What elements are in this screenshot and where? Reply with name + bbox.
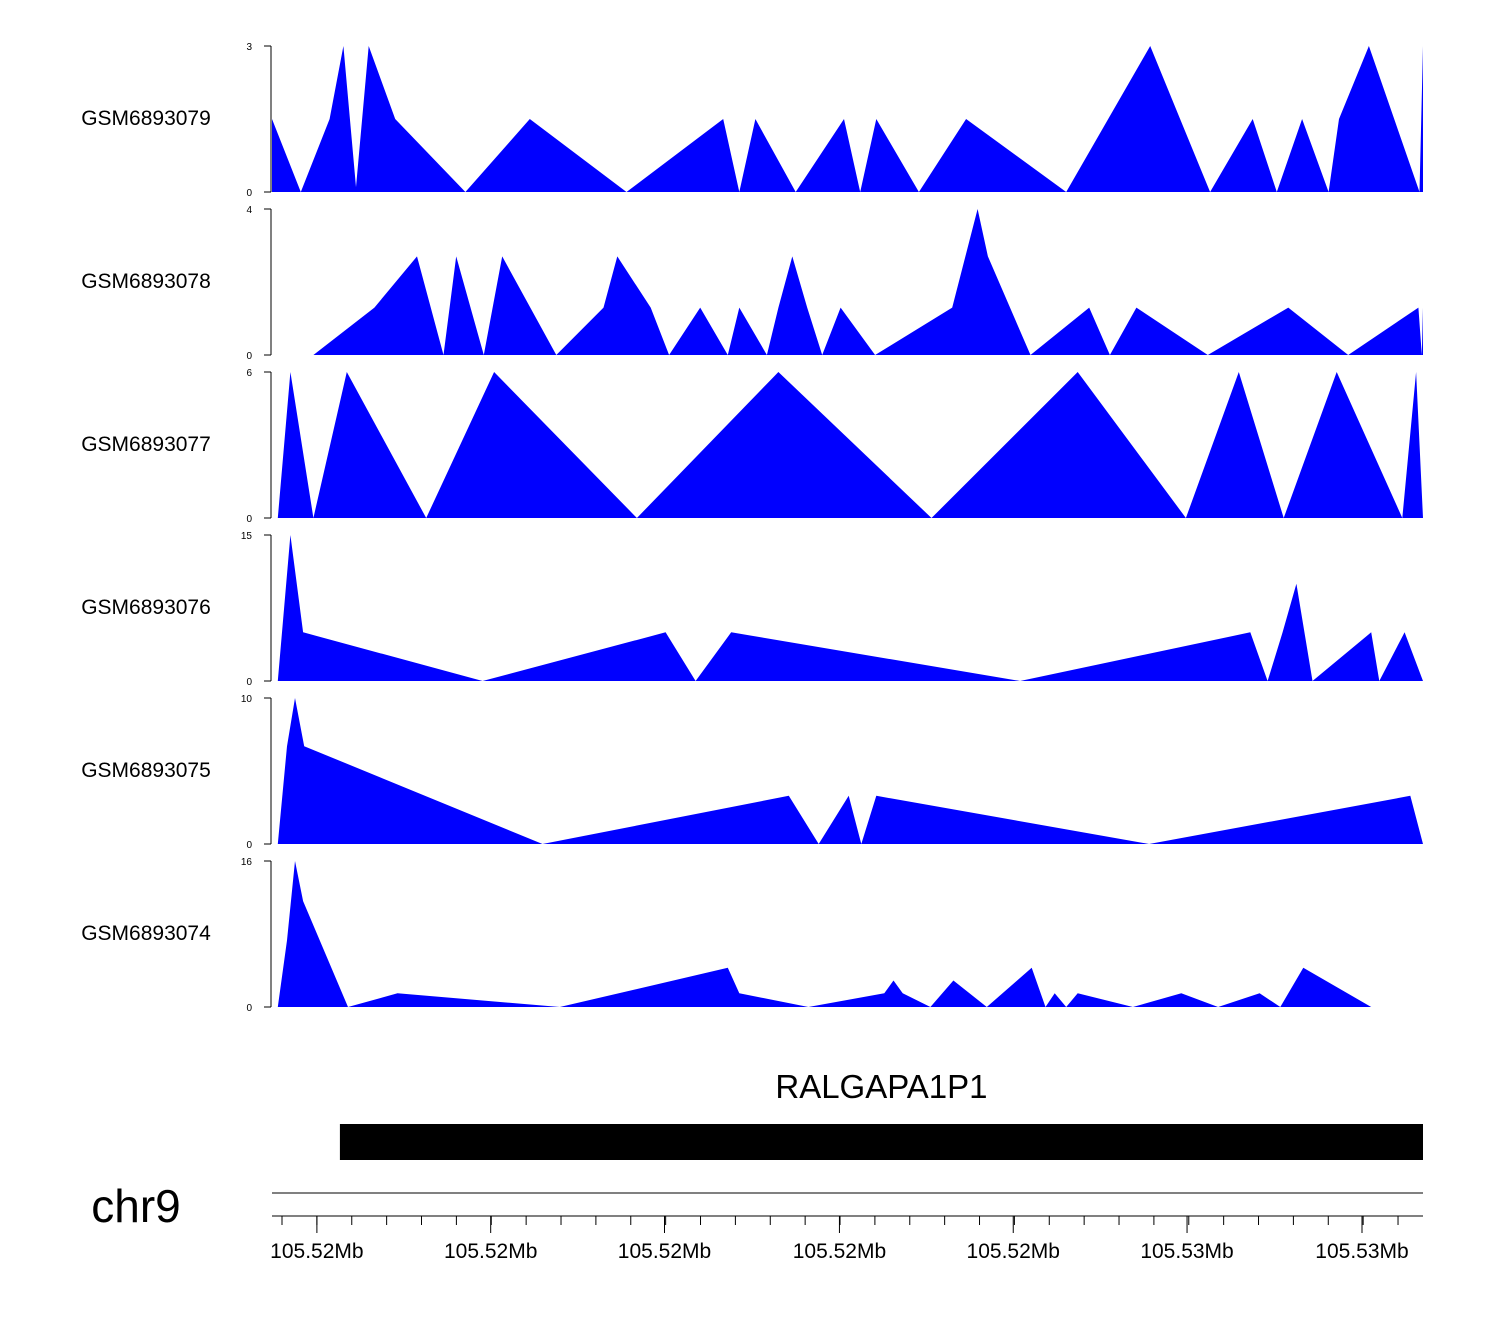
y-tick-label-zero: 0 bbox=[246, 514, 252, 525]
coverage-area bbox=[277, 372, 1423, 518]
gene-annotation-track: RALGAPA1P1 bbox=[339, 1068, 1424, 1160]
y-tick-label-zero: 0 bbox=[246, 840, 252, 851]
coverage-area bbox=[313, 209, 1423, 355]
y-tick-label-max: 3 bbox=[246, 42, 252, 53]
y-tick-label-max: 15 bbox=[241, 531, 253, 542]
track-GSM6893078: GSM6893078 4 0 bbox=[81, 205, 1423, 362]
coverage-area bbox=[277, 698, 1423, 844]
track-GSM6893077: GSM6893077 6 0 bbox=[81, 368, 1423, 525]
track-label: GSM6893075 bbox=[81, 759, 211, 782]
coverage-area bbox=[277, 535, 1423, 681]
track-label: GSM6893079 bbox=[81, 107, 211, 130]
x-tick-label: 105.52Mb bbox=[618, 1240, 711, 1263]
x-tick-label: 105.53Mb bbox=[1315, 1240, 1408, 1263]
track-label: GSM6893076 bbox=[81, 596, 211, 619]
track-label: GSM6893074 bbox=[81, 922, 211, 945]
chromosome-label: chr9 bbox=[91, 1180, 180, 1232]
coverage-tracks: GSM689307930GSM689307840GSM689307760GSM6… bbox=[81, 42, 1423, 1014]
genomic-axis: chr9 105.52Mb 105.52Mb 105.52Mb 105.52Mb 105… bbox=[91, 1180, 1423, 1263]
x-tick-label: 105.52Mb bbox=[793, 1240, 886, 1263]
y-tick-label-zero: 0 bbox=[246, 351, 252, 362]
track-GSM6893079: GSM6893079 3 0 bbox=[81, 42, 1423, 199]
x-tick-label: 105.52Mb bbox=[967, 1240, 1060, 1263]
y-tick-label-zero: 0 bbox=[246, 1003, 252, 1014]
y-tick-label-max: 4 bbox=[246, 205, 252, 216]
x-tick-label: 105.53Mb bbox=[1140, 1240, 1233, 1263]
coverage-area bbox=[272, 46, 1423, 192]
track-GSM6893074: GSM6893074 16 0 bbox=[81, 857, 1423, 1014]
track-GSM6893075: GSM6893075 10 0 bbox=[81, 694, 1423, 851]
y-tick-label-max: 10 bbox=[241, 694, 253, 705]
y-tick-label-max: 16 bbox=[241, 857, 253, 868]
x-tick-label: 105.52Mb bbox=[444, 1240, 537, 1263]
y-tick-label-max: 6 bbox=[246, 368, 252, 379]
track-GSM6893076: GSM6893076 15 0 bbox=[81, 531, 1423, 688]
track-label: GSM6893078 bbox=[81, 270, 211, 293]
gene-bar bbox=[339, 1124, 1424, 1160]
gene-label: RALGAPA1P1 bbox=[775, 1068, 987, 1105]
y-tick-label-zero: 0 bbox=[246, 188, 252, 199]
track-label: GSM6893077 bbox=[81, 433, 211, 456]
x-tick-label: 105.52Mb bbox=[270, 1240, 363, 1263]
coverage-area bbox=[277, 861, 1423, 1007]
y-tick-label-zero: 0 bbox=[246, 677, 252, 688]
